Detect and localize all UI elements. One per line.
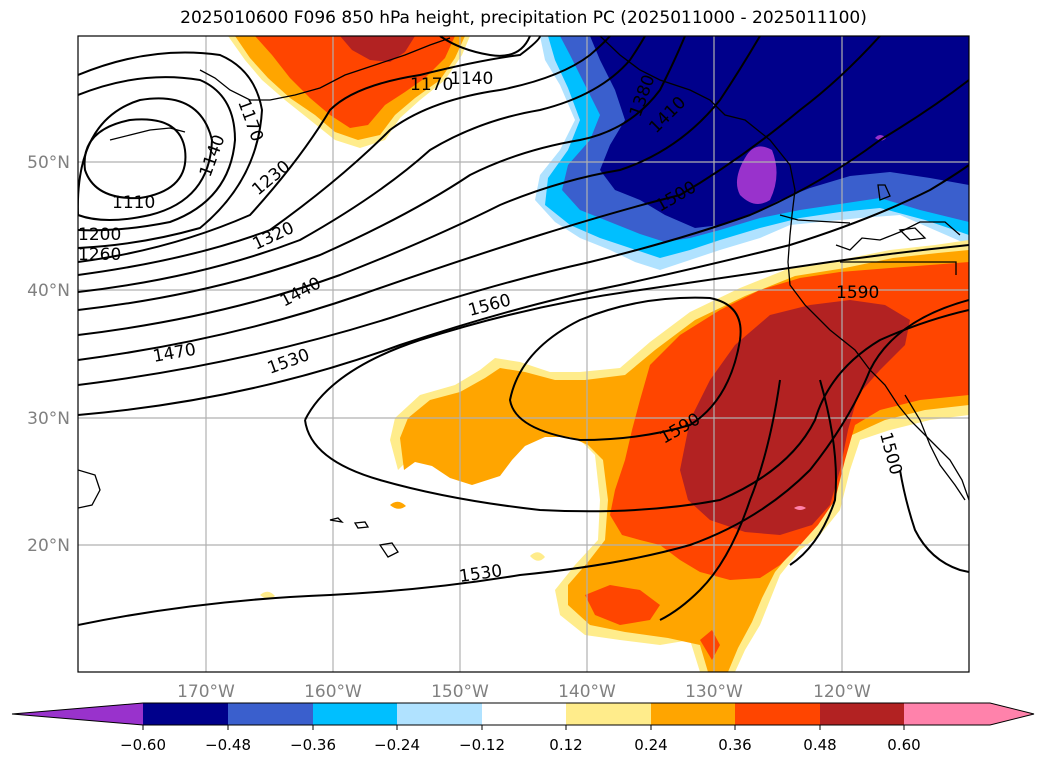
colorbar-tick-label: 0.24 [634, 736, 667, 754]
lat-label: 40°N [27, 281, 70, 301]
lon-label: 160°W [304, 682, 362, 702]
colorbar: −0.60 −0.48 −0.36 −0.24 −0.12 0.12 0.24 … [11, 702, 1035, 754]
coastlines [78, 36, 969, 558]
contour-label: 1140 [450, 69, 493, 89]
colorbar-extend-low [12, 703, 143, 725]
lon-label: 170°W [177, 682, 235, 702]
chart-title: 2025010600 F096 850 hPa height, precipit… [180, 8, 867, 28]
colorbar-tick-label: −0.36 [290, 736, 336, 754]
colorbar-extend-high [904, 703, 1034, 725]
colorbar-bin [482, 703, 566, 725]
colorbar-bin [820, 703, 904, 725]
contour-label: 1110 [112, 193, 155, 213]
lat-label: 50°N [27, 153, 70, 173]
colorbar-bin [651, 703, 735, 725]
colorbar-bin [313, 703, 397, 725]
colorbar-tick-label: 0.36 [718, 736, 751, 754]
lon-label: 150°W [431, 682, 489, 702]
colorbar-tick-label: −0.12 [459, 736, 505, 754]
contour-label: 1590 [836, 283, 879, 303]
colorbar-bin [397, 703, 482, 725]
lon-label: 130°W [685, 682, 743, 702]
height-contours [78, 36, 969, 626]
colorbar-tick-label: −0.60 [120, 736, 166, 754]
colorbar-bin [228, 703, 313, 725]
positive-precip-north [228, 36, 470, 148]
colorbar-tick-label: 0.48 [803, 736, 836, 754]
lon-label: 120°W [813, 682, 871, 702]
colorbar-tick-label: −0.24 [374, 736, 420, 754]
map-frame [77, 35, 970, 673]
contour-label: 1170 [410, 75, 453, 95]
colorbar-tick-label: 0.60 [887, 736, 920, 754]
lat-label: 30°N [27, 409, 70, 429]
contour-label: 1200 [78, 225, 121, 245]
map-area: 1110 1140 1170 1140 1170 1200 1260 1230 … [78, 36, 969, 672]
colorbar-bin [735, 703, 820, 725]
graticule [78, 36, 969, 672]
colorbar-tick-label: 0.12 [549, 736, 582, 754]
latitude-labels: 50°N 40°N 30°N 20°N [27, 153, 70, 556]
contour-label: 1260 [78, 245, 121, 265]
lat-label: 20°N [27, 536, 70, 556]
colorbar-bin [566, 703, 651, 725]
colorbar-tick-label: −0.48 [205, 736, 251, 754]
longitude-labels: 170°W 160°W 150°W 140°W 130°W 120°W [177, 682, 871, 702]
colorbar-bin [143, 703, 228, 725]
lon-label: 140°W [558, 682, 616, 702]
